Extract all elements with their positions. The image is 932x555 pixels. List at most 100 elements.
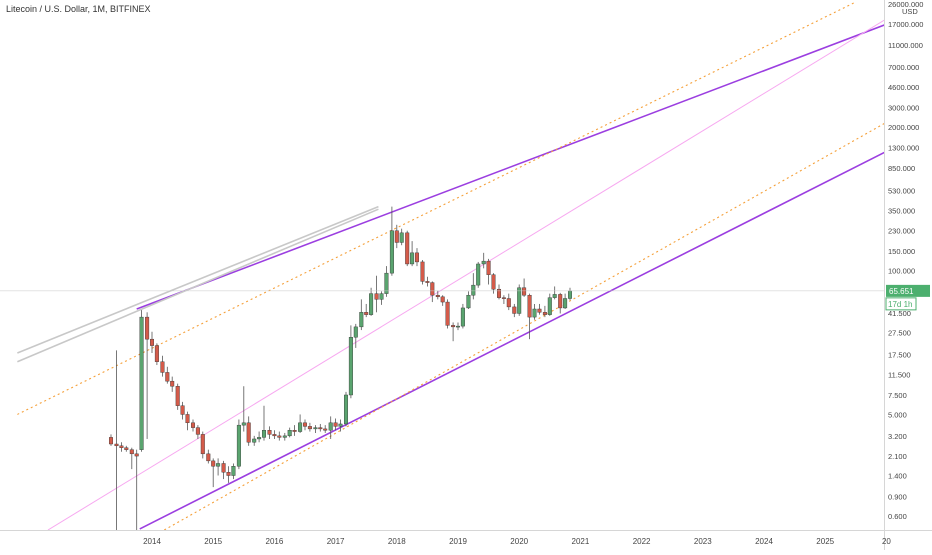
candle[interactable] bbox=[221, 460, 226, 480]
candle[interactable] bbox=[532, 303, 537, 320]
candle[interactable] bbox=[486, 258, 491, 285]
candle[interactable] bbox=[420, 259, 425, 285]
candle[interactable] bbox=[108, 434, 113, 446]
trendline-pink-diagonal[interactable] bbox=[47, 19, 886, 530]
candle[interactable] bbox=[257, 431, 262, 443]
candle[interactable] bbox=[537, 303, 542, 315]
candle[interactable] bbox=[333, 418, 338, 431]
candle[interactable] bbox=[149, 331, 154, 353]
candle[interactable] bbox=[394, 224, 399, 249]
candle[interactable] bbox=[338, 419, 343, 432]
candle[interactable] bbox=[298, 414, 303, 433]
candle[interactable] bbox=[328, 416, 333, 439]
candle[interactable] bbox=[471, 273, 476, 300]
candle[interactable] bbox=[241, 386, 246, 432]
candle[interactable] bbox=[211, 458, 216, 488]
candle[interactable] bbox=[445, 299, 450, 329]
candle[interactable] bbox=[134, 449, 139, 530]
candle[interactable] bbox=[460, 303, 465, 329]
candle[interactable] bbox=[369, 287, 374, 316]
candle[interactable] bbox=[303, 419, 308, 431]
candle[interactable] bbox=[139, 310, 144, 452]
candle[interactable] bbox=[384, 266, 389, 297]
candle[interactable] bbox=[359, 299, 364, 331]
candle[interactable] bbox=[414, 248, 419, 267]
candle[interactable] bbox=[425, 276, 430, 287]
candle[interactable] bbox=[313, 425, 318, 433]
candle[interactable] bbox=[517, 284, 522, 316]
candle[interactable] bbox=[567, 287, 572, 301]
trendline-channel-top[interactable] bbox=[136, 24, 887, 310]
candle[interactable] bbox=[491, 273, 496, 294]
candle[interactable] bbox=[389, 206, 394, 276]
candle[interactable] bbox=[236, 419, 241, 470]
candle[interactable] bbox=[353, 323, 358, 348]
trendline-gray-line-2[interactable] bbox=[17, 208, 379, 363]
candle[interactable] bbox=[282, 432, 287, 441]
candle[interactable] bbox=[506, 293, 511, 311]
candle[interactable] bbox=[476, 261, 481, 288]
candle[interactable] bbox=[405, 230, 410, 267]
candle[interactable] bbox=[287, 427, 292, 438]
candle[interactable] bbox=[231, 463, 236, 480]
candle[interactable] bbox=[552, 286, 557, 300]
candle[interactable] bbox=[267, 426, 272, 439]
candle[interactable] bbox=[558, 292, 563, 314]
candle[interactable] bbox=[527, 293, 532, 340]
candle[interactable] bbox=[435, 290, 440, 300]
candle[interactable] bbox=[277, 431, 282, 441]
candle[interactable] bbox=[165, 366, 170, 384]
candle[interactable] bbox=[501, 295, 506, 304]
candle[interactable] bbox=[185, 411, 190, 431]
candle[interactable] bbox=[399, 228, 404, 246]
candle[interactable] bbox=[466, 291, 471, 309]
candle[interactable] bbox=[348, 325, 353, 399]
candle[interactable] bbox=[160, 355, 165, 377]
candle[interactable] bbox=[440, 295, 445, 306]
candle[interactable] bbox=[200, 431, 205, 459]
candle[interactable] bbox=[542, 305, 547, 318]
candle[interactable] bbox=[522, 278, 527, 297]
candle[interactable] bbox=[323, 425, 328, 433]
candle[interactable] bbox=[481, 252, 486, 269]
candle[interactable] bbox=[497, 284, 502, 300]
candle[interactable] bbox=[129, 447, 134, 470]
candle[interactable] bbox=[456, 322, 461, 331]
candle[interactable] bbox=[364, 303, 369, 318]
candle[interactable] bbox=[379, 291, 384, 305]
candle-body bbox=[440, 296, 445, 303]
trendline-orange-bottom[interactable] bbox=[163, 122, 886, 530]
trendline-gray-line-1[interactable] bbox=[17, 205, 379, 354]
candle[interactable] bbox=[216, 458, 221, 476]
candle[interactable] bbox=[374, 275, 379, 313]
candle[interactable] bbox=[410, 241, 415, 267]
candle[interactable] bbox=[154, 343, 159, 366]
candle[interactable] bbox=[170, 376, 175, 392]
candle[interactable] bbox=[547, 293, 552, 316]
candle[interactable] bbox=[145, 312, 150, 439]
trendline-channel-bottom[interactable] bbox=[139, 151, 887, 530]
candle[interactable] bbox=[175, 383, 180, 410]
candle[interactable] bbox=[191, 419, 196, 432]
candle[interactable] bbox=[563, 293, 568, 309]
candle[interactable] bbox=[195, 425, 200, 439]
candle[interactable] bbox=[114, 350, 119, 530]
candle[interactable] bbox=[451, 322, 456, 342]
candle[interactable] bbox=[226, 466, 231, 483]
candle[interactable] bbox=[292, 425, 297, 436]
candle[interactable] bbox=[246, 416, 251, 446]
candle[interactable] bbox=[512, 303, 517, 318]
candle[interactable] bbox=[261, 405, 266, 441]
candle[interactable] bbox=[252, 435, 257, 446]
candle[interactable] bbox=[344, 391, 349, 427]
candle[interactable] bbox=[119, 442, 124, 452]
candle[interactable] bbox=[307, 422, 312, 432]
candle[interactable] bbox=[430, 281, 435, 303]
candle[interactable] bbox=[124, 445, 129, 452]
candle[interactable] bbox=[180, 401, 185, 420]
candle[interactable] bbox=[272, 430, 277, 439]
candle[interactable] bbox=[206, 449, 211, 464]
candle[interactable] bbox=[318, 423, 323, 432]
